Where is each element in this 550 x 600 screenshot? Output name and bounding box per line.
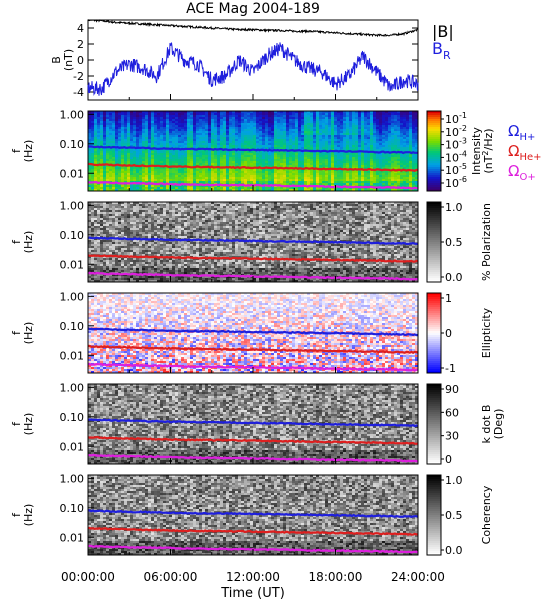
colorbar: [427, 384, 441, 465]
colorbar-tick-label: 0: [445, 453, 452, 466]
f-ytick-label: 1.00: [60, 199, 85, 212]
colorbar-tick-label: 90: [445, 383, 459, 396]
f-ylabel: f (Hz): [10, 413, 35, 436]
f-ytick-label: 0.01: [60, 258, 85, 271]
spectrogram-panel-2: 1.00 0.10 0.01 f (Hz) 1.0 0.5 0.0 % Polarization: [10, 199, 493, 284]
colorbar-tick-label: 1.0: [445, 474, 463, 487]
f-ylabel-unit: (Hz): [22, 413, 35, 436]
colorbar-label: k dot B (Deg): [480, 405, 505, 444]
spectrogram-panel-4: 1.00 0.10 0.01 f (Hz) 90 60 30 0 k dot B (Deg): [10, 381, 505, 466]
colorbar-tick-label: 0.5: [445, 236, 463, 249]
b-ytick-label: -4: [73, 86, 84, 99]
colorbar-label: Intensity (nT2/Hz): [470, 127, 495, 175]
x-tick-label: 00:00:00: [61, 570, 115, 584]
x-tick-label: 24:00:00: [391, 570, 445, 584]
colorbar-unit: (nT2/Hz): [481, 128, 495, 173]
colorbar-label: % Polarization: [480, 203, 493, 281]
colorbar-label-text: % Polarization: [480, 203, 493, 281]
colorbar-tick-label: 0.5: [445, 509, 463, 522]
f-ytick-label: 0.10: [60, 229, 85, 242]
f-ytick-label: 1.00: [60, 108, 85, 121]
gyro-legend-he-label: ΩHe+: [508, 142, 542, 163]
f-ytick-label: 0.01: [60, 349, 85, 362]
f-ytick-label: 0.10: [60, 320, 85, 333]
colorbar: [427, 475, 441, 556]
colorbar-tick-label: 1: [445, 292, 452, 305]
f-ylabel: f (Hz): [10, 322, 35, 345]
colorbar-label: Coherency: [480, 485, 493, 544]
colorbar-tick-label: 0.0: [445, 544, 463, 557]
f-ylabel-unit: (Hz): [22, 140, 35, 163]
f-ylabel: f (Hz): [10, 140, 35, 163]
b-ytick-label: 2: [77, 38, 84, 51]
colorbar-label: Ellipticity: [480, 307, 493, 358]
colorbar-label-text: Coherency: [480, 485, 493, 544]
f-ytick-label: 1.00: [60, 472, 85, 485]
b-ylabel: B (nT): [50, 49, 75, 71]
colorbar-tick-label: -1: [445, 362, 456, 375]
colorbar: [427, 293, 441, 374]
panel-b-frame: [88, 20, 418, 100]
f-ytick-label: 0.10: [60, 411, 85, 424]
f-ylabel-unit: (Hz): [22, 231, 35, 254]
spectrogram-panel-3: 1.00 0.10 0.01 f (Hz) 1 0 -1 Ellipticity: [10, 290, 493, 375]
colorbar-label-text: Ellipticity: [480, 307, 493, 358]
colorbar: [427, 111, 441, 192]
chart-title: ACE Mag 2004-189: [186, 1, 320, 17]
colorbar-tick-label: 10-6: [445, 175, 467, 190]
f-ytick-label: 1.00: [60, 290, 85, 303]
f-ytick-label: 0.10: [60, 138, 85, 151]
x-tick-label: 12:00:00: [226, 570, 280, 584]
x-tick-label: 06:00:00: [144, 570, 198, 584]
colorbar-unit: (Deg): [492, 409, 505, 440]
gyro-legend-h-label: ΩH+: [508, 122, 535, 143]
f-ylabel-unit: (Hz): [22, 322, 35, 345]
colorbar: [427, 202, 441, 283]
f-ytick-label: 0.01: [60, 167, 85, 180]
x-axis-label: Time (UT): [220, 586, 285, 600]
f-ylabel-unit: (Hz): [22, 504, 35, 527]
x-tick-label: 18:00:00: [309, 570, 363, 584]
legend-b-radial: BR: [432, 39, 451, 62]
colorbar-tick-label: 0: [445, 327, 452, 340]
b-ytick-label: 0: [77, 54, 84, 67]
f-ytick-label: 0.10: [60, 502, 85, 515]
b-ylabel-unit: (nT): [62, 49, 75, 71]
colorbar-tick-label: 0.0: [445, 271, 463, 284]
f-ylabel: f (Hz): [10, 231, 35, 254]
f-ylabel: f (Hz): [10, 504, 35, 527]
spectrogram-panel-1: 1.000.100.01f (Hz)10-110-210-310-410-510-…: [10, 108, 542, 191]
spectrogram-panel-5: 1.00 0.10 0.01 f (Hz) 1.0 0.5 0.0 Coherency: [10, 472, 493, 557]
colorbar-tick-label: 60: [445, 406, 459, 419]
gyro-legend-o-label: ΩO+: [508, 162, 536, 183]
b-ytick-label: 4: [77, 22, 84, 35]
f-ytick-label: 1.00: [60, 381, 85, 394]
colorbar-tick-label: 30: [445, 430, 459, 443]
f-ytick-label: 0.01: [60, 440, 85, 453]
f-ytick-label: 0.01: [60, 531, 85, 544]
colorbar-tick-label: 1.0: [445, 201, 463, 214]
